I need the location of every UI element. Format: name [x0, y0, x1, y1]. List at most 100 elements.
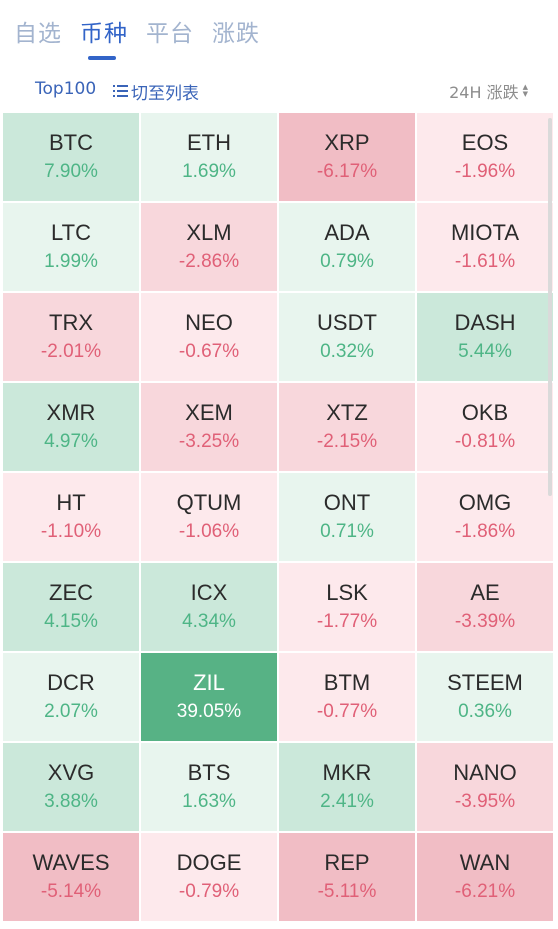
- coin-change-percent: -0.67%: [178, 341, 240, 362]
- coin-tile-ont[interactable]: ONT 0.71%: [279, 473, 415, 561]
- coin-change-percent: 4.97%: [44, 431, 98, 452]
- coin-tile-xem[interactable]: XEM -3.25%: [141, 383, 277, 471]
- coin-tile-neo[interactable]: NEO -0.67%: [141, 293, 277, 381]
- coin-tile-zec[interactable]: ZEC 4.15%: [3, 563, 139, 651]
- coin-symbol: ADA: [324, 220, 370, 245]
- coin-symbol: XLM: [186, 220, 232, 245]
- coin-symbol: ZEC: [49, 580, 93, 605]
- coin-symbol: STEEM: [447, 670, 523, 695]
- coin-tile-btc[interactable]: BTC 7.90%: [3, 113, 139, 201]
- coin-symbol: WAVES: [32, 850, 110, 875]
- coin-tile-dcr[interactable]: DCR 2.07%: [3, 653, 139, 741]
- coin-symbol: MIOTA: [450, 220, 520, 245]
- scrollbar[interactable]: [548, 118, 552, 496]
- coin-symbol: WAN: [459, 850, 511, 875]
- coin-tile-xmr[interactable]: XMR 4.97%: [3, 383, 139, 471]
- coin-tile-doge[interactable]: DOGE -0.79%: [141, 833, 277, 921]
- tab-coins[interactable]: 币种: [80, 21, 128, 47]
- coin-tile-miota[interactable]: MIOTA -1.61%: [417, 203, 553, 291]
- coin-symbol: XMR: [46, 400, 96, 425]
- coin-symbol: BTS: [187, 760, 231, 785]
- coin-symbol: NEO: [185, 310, 233, 335]
- coin-tile-xrp[interactable]: XRP -6.17%: [279, 113, 415, 201]
- coin-tile-xlm[interactable]: XLM -2.86%: [141, 203, 277, 291]
- coin-symbol: OMG: [458, 490, 512, 515]
- coin-symbol: NANO: [453, 760, 517, 785]
- coin-tile-ae[interactable]: AE -3.39%: [417, 563, 553, 651]
- coin-change-percent: 1.63%: [182, 791, 236, 812]
- coin-tile-wan[interactable]: WAN -6.21%: [417, 833, 553, 921]
- coin-symbol: ICX: [190, 580, 228, 605]
- coin-symbol: MKR: [322, 760, 372, 785]
- coin-symbol: DCR: [47, 670, 95, 695]
- coin-change-percent: 39.05%: [176, 701, 242, 722]
- coin-tile-bts[interactable]: BTS 1.63%: [141, 743, 277, 831]
- coin-tile-mkr[interactable]: MKR 2.41%: [279, 743, 415, 831]
- coin-tile-dash[interactable]: DASH 5.44%: [417, 293, 553, 381]
- switch-to-list-button[interactable]: 切至列表: [113, 79, 199, 104]
- coin-tile-usdt[interactable]: USDT 0.32%: [279, 293, 415, 381]
- coin-change-percent: 2.07%: [44, 701, 98, 722]
- coin-change-percent: -1.86%: [454, 521, 516, 542]
- tab-watchlist[interactable]: 自选: [14, 21, 62, 47]
- top100-filter[interactable]: Top100: [35, 79, 97, 99]
- coin-symbol: HT: [56, 490, 86, 515]
- coin-tile-icx[interactable]: ICX 4.34%: [141, 563, 277, 651]
- coin-change-percent: 4.34%: [182, 611, 236, 632]
- coin-tile-omg[interactable]: OMG -1.86%: [417, 473, 553, 561]
- coin-heatmap-grid: BTC 7.90% ETH 1.69% XRP -6.17% EOS -1.96% LTC 1.9…: [3, 113, 557, 929]
- coin-symbol: XRP: [324, 130, 370, 155]
- coin-tile-steem[interactable]: STEEM 0.36%: [417, 653, 553, 741]
- sort-arrows-icon: ▲ ▼: [522, 83, 528, 98]
- coin-change-percent: 2.41%: [320, 791, 374, 812]
- coin-symbol: ZIL: [193, 670, 225, 695]
- active-tab-indicator: [88, 56, 116, 60]
- coin-change-percent: -0.79%: [178, 881, 240, 902]
- coin-tile-okb[interactable]: OKB -0.81%: [417, 383, 553, 471]
- coin-symbol: OKB: [461, 400, 509, 425]
- coin-symbol: DOGE: [176, 850, 242, 875]
- coin-symbol: BTC: [49, 130, 93, 155]
- coin-tile-zil[interactable]: ZIL 39.05%: [141, 653, 277, 741]
- coin-change-percent: -3.39%: [454, 611, 516, 632]
- coin-change-percent: 0.71%: [320, 521, 374, 542]
- coin-tile-ltc[interactable]: LTC 1.99%: [3, 203, 139, 291]
- coin-symbol: LSK: [326, 580, 368, 605]
- coin-change-percent: -1.77%: [316, 611, 378, 632]
- coin-change-percent: -6.21%: [454, 881, 516, 902]
- coin-tile-ada[interactable]: ADA 0.79%: [279, 203, 415, 291]
- coin-tile-lsk[interactable]: LSK -1.77%: [279, 563, 415, 651]
- tab-exchanges[interactable]: 平台: [146, 21, 194, 47]
- coin-tile-btm[interactable]: BTM -0.77%: [279, 653, 415, 741]
- coin-change-percent: 1.69%: [182, 161, 236, 182]
- coin-symbol: BTM: [323, 670, 371, 695]
- coin-change-percent: 0.79%: [320, 251, 374, 272]
- coin-symbol: USDT: [317, 310, 377, 335]
- coin-tile-eos[interactable]: EOS -1.96%: [417, 113, 553, 201]
- coin-change-percent: -1.10%: [40, 521, 102, 542]
- sort-24h-change[interactable]: 24H 涨跌 ▲ ▼: [449, 79, 528, 103]
- coin-tile-ht[interactable]: HT -1.10%: [3, 473, 139, 561]
- top-tab-bar: 自选 币种 平台 涨跌: [0, 0, 558, 66]
- coin-tile-xtz[interactable]: XTZ -2.15%: [279, 383, 415, 471]
- coin-tile-xvg[interactable]: XVG 3.88%: [3, 743, 139, 831]
- coin-tile-waves[interactable]: WAVES -5.14%: [3, 833, 139, 921]
- coin-tile-eth[interactable]: ETH 1.69%: [141, 113, 277, 201]
- coin-change-percent: 3.88%: [44, 791, 98, 812]
- coin-change-percent: 0.36%: [458, 701, 512, 722]
- coin-tile-nano[interactable]: NANO -3.95%: [417, 743, 553, 831]
- coin-change-percent: 5.44%: [458, 341, 512, 362]
- coin-tile-trx[interactable]: TRX -2.01%: [3, 293, 139, 381]
- coin-change-percent: -1.61%: [454, 251, 516, 272]
- coin-change-percent: 0.32%: [320, 341, 374, 362]
- coin-symbol: REP: [324, 850, 370, 875]
- coin-change-percent: -2.01%: [40, 341, 102, 362]
- coin-change-percent: -3.25%: [178, 431, 240, 452]
- toolbar: Top100 切至列表 24H 涨跌 ▲ ▼: [0, 74, 558, 108]
- coin-change-percent: 7.90%: [44, 161, 98, 182]
- coin-change-percent: -5.14%: [40, 881, 102, 902]
- coin-tile-rep[interactable]: REP -5.11%: [279, 833, 415, 921]
- tab-gainers-losers[interactable]: 涨跌: [212, 21, 260, 47]
- coin-tile-qtum[interactable]: QTUM -1.06%: [141, 473, 277, 561]
- coin-symbol: DASH: [454, 310, 516, 335]
